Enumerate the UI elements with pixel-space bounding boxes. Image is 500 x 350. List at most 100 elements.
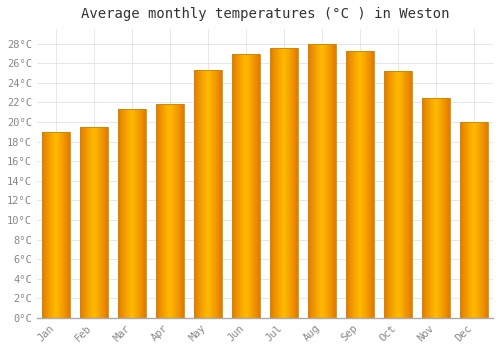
Bar <box>90 127 91 318</box>
Bar <box>314 44 315 318</box>
Bar <box>475 122 476 318</box>
Bar <box>249 54 250 318</box>
Bar <box>204 70 205 318</box>
Bar <box>443 98 444 318</box>
Bar <box>96 127 98 318</box>
Bar <box>172 104 174 318</box>
Bar <box>477 122 478 318</box>
Title: Average monthly temperatures (°C ) in Weston: Average monthly temperatures (°C ) in We… <box>80 7 449 21</box>
Bar <box>346 51 347 318</box>
Bar <box>133 109 134 318</box>
Bar <box>126 109 128 318</box>
Bar <box>274 48 275 318</box>
Bar <box>284 48 285 318</box>
Bar <box>196 70 197 318</box>
Bar <box>104 127 105 318</box>
Bar <box>333 44 334 318</box>
Bar <box>53 132 54 318</box>
Bar <box>353 51 354 318</box>
Bar <box>132 109 133 318</box>
Bar <box>464 122 465 318</box>
Bar <box>473 122 474 318</box>
Bar <box>351 51 352 318</box>
Bar <box>425 98 426 318</box>
Bar <box>221 70 222 318</box>
Bar <box>58 132 59 318</box>
Bar <box>140 109 141 318</box>
Bar <box>294 48 295 318</box>
Bar <box>388 71 389 318</box>
Bar <box>137 109 138 318</box>
Bar <box>325 44 326 318</box>
Bar <box>157 104 158 318</box>
Bar <box>465 122 466 318</box>
Bar <box>174 104 175 318</box>
Bar <box>197 70 198 318</box>
Bar <box>156 104 157 318</box>
Bar <box>46 132 48 318</box>
Bar <box>332 44 333 318</box>
Bar <box>168 104 170 318</box>
Bar <box>308 44 336 318</box>
Bar <box>253 54 254 318</box>
Bar <box>102 127 103 318</box>
Bar <box>170 104 171 318</box>
Bar <box>311 44 312 318</box>
Bar <box>49 132 50 318</box>
Bar <box>435 98 436 318</box>
Bar <box>202 70 203 318</box>
Bar <box>211 70 212 318</box>
Bar <box>328 44 329 318</box>
Bar <box>218 70 220 318</box>
Bar <box>95 127 96 318</box>
Bar <box>437 98 438 318</box>
Bar <box>469 122 470 318</box>
Bar <box>88 127 90 318</box>
Bar <box>436 98 437 318</box>
Bar <box>82 127 83 318</box>
Bar <box>441 98 442 318</box>
Bar <box>411 71 412 318</box>
Bar <box>352 51 353 318</box>
Bar <box>248 54 249 318</box>
Bar <box>220 70 221 318</box>
Bar <box>479 122 480 318</box>
Bar <box>478 122 479 318</box>
Bar <box>199 70 200 318</box>
Bar <box>324 44 325 318</box>
Bar <box>287 48 288 318</box>
Bar <box>312 44 313 318</box>
Bar <box>163 104 164 318</box>
Bar <box>401 71 402 318</box>
Bar <box>391 71 392 318</box>
Bar <box>277 48 278 318</box>
Bar <box>235 54 236 318</box>
Bar <box>365 51 366 318</box>
Bar <box>372 51 373 318</box>
Bar <box>121 109 122 318</box>
Bar <box>400 71 401 318</box>
Bar <box>156 104 184 318</box>
Bar <box>105 127 106 318</box>
Bar <box>483 122 484 318</box>
Bar <box>178 104 179 318</box>
Bar <box>444 98 445 318</box>
Bar <box>393 71 394 318</box>
Bar <box>466 122 467 318</box>
Bar <box>291 48 292 318</box>
Bar <box>296 48 297 318</box>
Bar <box>244 54 245 318</box>
Bar <box>364 51 365 318</box>
Bar <box>310 44 311 318</box>
Bar <box>472 122 473 318</box>
Bar <box>384 71 385 318</box>
Bar <box>42 132 70 318</box>
Bar <box>427 98 428 318</box>
Bar <box>166 104 167 318</box>
Bar <box>313 44 314 318</box>
Bar <box>103 127 104 318</box>
Bar <box>410 71 411 318</box>
Bar <box>232 54 233 318</box>
Bar <box>233 54 234 318</box>
Bar <box>270 48 271 318</box>
